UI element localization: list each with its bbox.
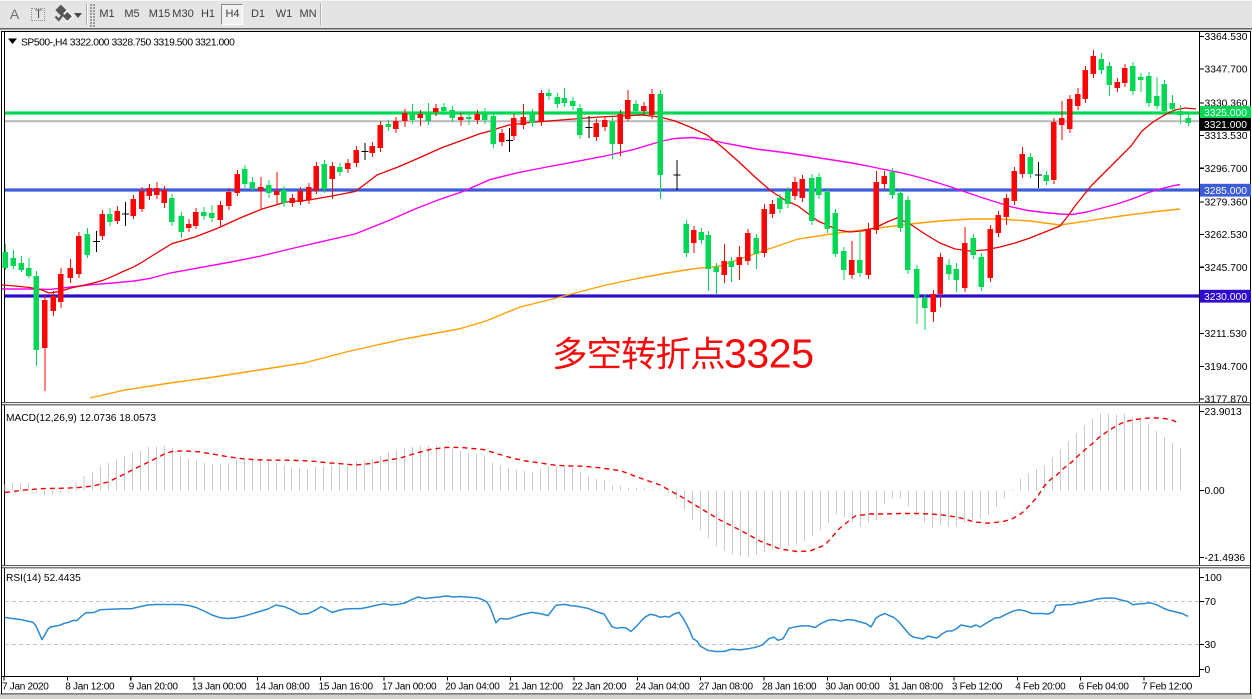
- svg-text:20 Jan 04:00: 20 Jan 04:00: [445, 682, 500, 693]
- svg-text:3296.700: 3296.700: [1205, 164, 1248, 175]
- svg-text:14 Jan 08:00: 14 Jan 08:00: [255, 682, 310, 693]
- svg-text:27 Jan 08:00: 27 Jan 08:00: [699, 682, 754, 693]
- svg-text:MACD(12,26,9) 12.0736 18.0573: MACD(12,26,9) 12.0736 18.0573: [6, 413, 156, 424]
- svg-text:9 Jan 20:00: 9 Jan 20:00: [129, 682, 179, 693]
- svg-text:3245.700: 3245.700: [1205, 263, 1248, 274]
- svg-text:3 Feb 12:00: 3 Feb 12:00: [952, 682, 1003, 693]
- svg-text:3347.700: 3347.700: [1205, 65, 1248, 76]
- svg-text:31 Jan 08:00: 31 Jan 08:00: [889, 682, 944, 693]
- svg-text:0: 0: [1205, 665, 1211, 676]
- svg-text:3325: 3325: [724, 331, 814, 377]
- svg-text:SP500-,H4 3322.000 3328.750 3: SP500-,H4 3322.000 3328.750 3319.500 332…: [21, 37, 235, 48]
- svg-text:RSI(14) 52.4435: RSI(14) 52.4435: [6, 573, 81, 584]
- svg-text:3321.000: 3321.000: [1204, 120, 1247, 131]
- svg-text:3330.360: 3330.360: [1205, 98, 1248, 109]
- svg-text:3285.000: 3285.000: [1204, 186, 1247, 197]
- svg-text:3262.530: 3262.530: [1205, 230, 1248, 241]
- svg-text:23.9013: 23.9013: [1205, 407, 1242, 418]
- svg-text:6 Feb 04:00: 6 Feb 04:00: [1079, 682, 1130, 693]
- svg-text:24 Jan 04:00: 24 Jan 04:00: [635, 682, 690, 693]
- svg-text:22 Jan 20:00: 22 Jan 20:00: [572, 682, 627, 693]
- svg-text:4 Feb 20:00: 4 Feb 20:00: [1015, 682, 1066, 693]
- svg-text:3194.700: 3194.700: [1205, 362, 1248, 373]
- svg-text:28 Jan 16:00: 28 Jan 16:00: [762, 682, 817, 693]
- svg-text:13 Jan 00:00: 13 Jan 00:00: [192, 682, 247, 693]
- svg-text:7 Jan 2020: 7 Jan 2020: [2, 682, 49, 693]
- svg-text:30: 30: [1205, 640, 1217, 651]
- svg-text:30 Jan 00:00: 30 Jan 00:00: [825, 682, 880, 693]
- svg-text:100: 100: [1205, 573, 1222, 584]
- svg-text:3279.360: 3279.360: [1205, 197, 1248, 208]
- svg-text:3177.870: 3177.870: [1205, 395, 1248, 406]
- svg-text:3325.000: 3325.000: [1204, 108, 1247, 119]
- svg-text:0.00: 0.00: [1205, 486, 1225, 497]
- svg-text:7 Feb 12:00: 7 Feb 12:00: [1142, 682, 1193, 693]
- svg-text:3230.000: 3230.000: [1204, 292, 1247, 303]
- svg-text:17 Jan 00:00: 17 Jan 00:00: [382, 682, 437, 693]
- svg-text:70: 70: [1205, 597, 1217, 608]
- svg-text:3313.530: 3313.530: [1205, 131, 1248, 142]
- svg-text:21 Jan 12:00: 21 Jan 12:00: [509, 682, 564, 693]
- svg-text:3211.530: 3211.530: [1205, 329, 1247, 340]
- svg-text:3364.530: 3364.530: [1205, 32, 1248, 43]
- svg-text:8 Jan 12:00: 8 Jan 12:00: [65, 682, 115, 693]
- svg-text:15 Jan 16:00: 15 Jan 16:00: [319, 682, 374, 693]
- svg-text:-21.4936: -21.4936: [1205, 553, 1246, 564]
